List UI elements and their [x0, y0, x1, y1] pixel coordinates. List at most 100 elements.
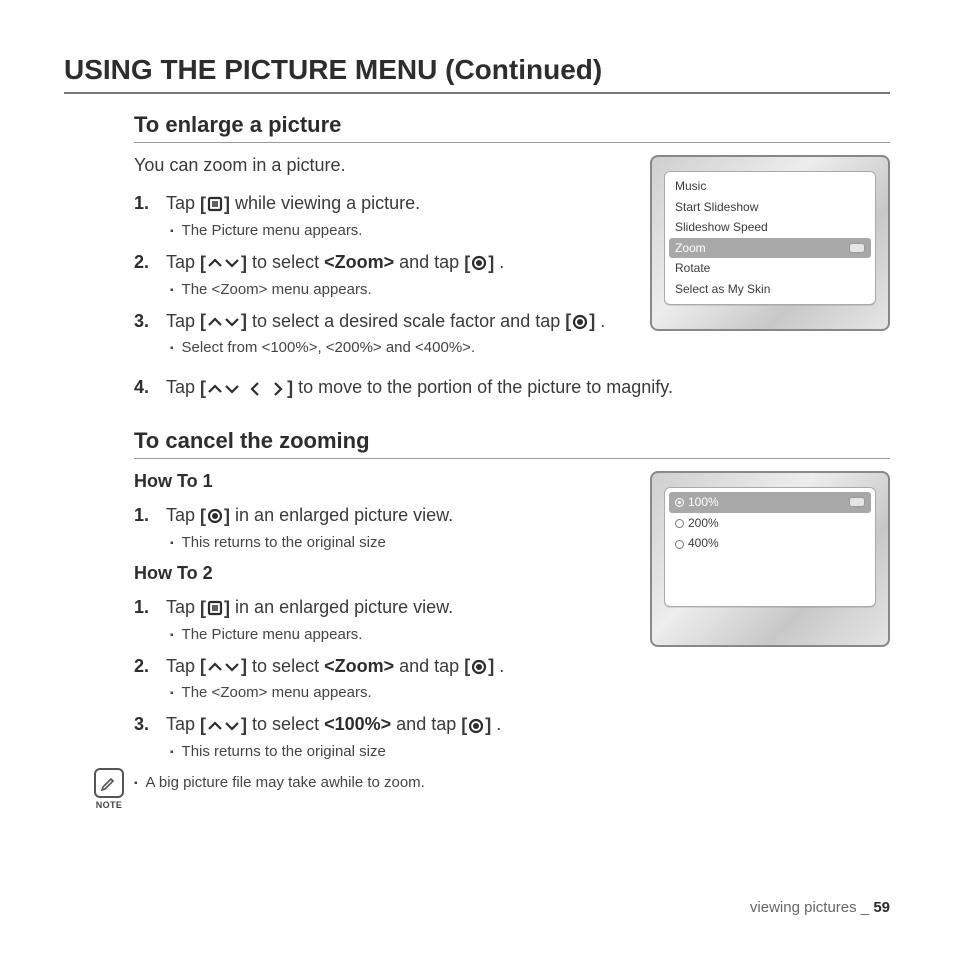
howto2-step-2-sub: The <Zoom> menu appears.	[170, 684, 890, 701]
page-title: USING THE PICTURE MENU (Continued)	[64, 54, 890, 94]
step-3-sub: Select from <100%>, <200%> and <400%>.	[170, 339, 634, 356]
step-text: Tap	[166, 311, 200, 331]
step-text: Tap	[166, 714, 200, 734]
option-label: 200%	[688, 516, 719, 530]
howto2-step-1: 1. Tap [] in an enlarged picture view.	[134, 594, 634, 622]
device-screenshot-zoom-menu: Music Start Slideshow Slideshow Speed Zo…	[650, 155, 890, 331]
sub-text: The Picture menu appears.	[182, 222, 363, 239]
step-text: .	[499, 656, 504, 676]
step-bold: <Zoom>	[324, 656, 394, 676]
zoom-options-box: 100% 200% 400%	[664, 487, 876, 607]
step-text: .	[496, 714, 501, 734]
select-button-icon: []	[200, 503, 230, 530]
device-screenshot-zoom-options: 100% 200% 400%	[650, 471, 890, 647]
step-1-sub: The Picture menu appears.	[170, 222, 634, 239]
step-number: 4.	[134, 374, 156, 401]
step-4: 4. Tap [ ] to move to the portion of the…	[134, 374, 890, 402]
up-down-icon: []	[200, 250, 247, 277]
menu-item-zoom-selected: Zoom	[669, 238, 871, 259]
step-number: 3.	[134, 308, 156, 335]
step-text: and tap	[396, 714, 461, 734]
step-text: in an enlarged picture view.	[235, 597, 453, 617]
step-2: 2. Tap [] to select <Zoom> and tap [] .	[134, 249, 634, 277]
up-down-icon: []	[200, 653, 247, 680]
select-button-icon: []	[565, 308, 595, 335]
step-text: Tap	[166, 193, 200, 213]
step-number: 1.	[134, 594, 156, 621]
pencil-icon	[99, 773, 119, 793]
step-number: 2.	[134, 249, 156, 276]
step-text: to select a desired scale factor and tap	[252, 311, 565, 331]
step-text: Tap	[166, 656, 200, 676]
step-text: while viewing a picture.	[235, 193, 420, 213]
step-number: 1.	[134, 502, 156, 529]
howto2-step-3-sub: This returns to the original size	[170, 743, 890, 760]
radio-off-icon	[675, 519, 684, 528]
option-label: 100%	[688, 495, 719, 509]
picture-menu-box: Music Start Slideshow Slideshow Speed Zo…	[664, 171, 876, 305]
step-text: Tap	[166, 505, 200, 525]
step-text: to select	[252, 252, 324, 272]
step-text: Tap	[166, 252, 200, 272]
zoom-option-100-selected: 100%	[669, 492, 871, 513]
howto1-step-1-sub: This returns to the original size	[170, 534, 634, 551]
zoom-option-400: 400%	[665, 533, 875, 554]
radio-on-icon	[675, 498, 684, 507]
sub-text: The <Zoom> menu appears.	[182, 281, 372, 298]
menu-button-icon: []	[200, 595, 230, 622]
step-number: 3.	[134, 711, 156, 738]
menu-item-select-skin: Select as My Skin	[665, 279, 875, 300]
menu-item-slideshow-speed: Slideshow Speed	[665, 217, 875, 238]
step-text: .	[600, 311, 605, 331]
section-cancel-heading: To cancel the zooming	[134, 428, 890, 459]
select-button-icon: []	[461, 712, 491, 739]
step-3: 3. Tap [] to select a desired scale fact…	[134, 308, 634, 336]
step-number: 2.	[134, 653, 156, 680]
note-text: A big picture file may take awhile to zo…	[146, 774, 425, 791]
note-text-row: A big picture file may take awhile to zo…	[134, 774, 425, 791]
select-button-icon: []	[464, 250, 494, 277]
sub-text: This returns to the original size	[182, 534, 386, 551]
step-text: Tap	[166, 377, 200, 397]
howto2-step-2: 2. Tap [] to select <Zoom> and tap [] .	[134, 653, 634, 681]
step-bold: <Zoom>	[324, 252, 394, 272]
menu-item-music: Music	[665, 176, 875, 197]
step-text: .	[499, 252, 504, 272]
option-label: 400%	[688, 536, 719, 550]
radio-off-icon	[675, 540, 684, 549]
menu-button-icon: []	[200, 191, 230, 218]
note-label: NOTE	[94, 800, 124, 810]
step-text: to move to the portion of the picture to…	[298, 377, 673, 397]
step-text: to select	[252, 714, 324, 734]
sub-text: This returns to the original size	[182, 743, 386, 760]
section-enlarge-heading: To enlarge a picture	[134, 112, 890, 143]
menu-item-rotate: Rotate	[665, 258, 875, 279]
step-text: and tap	[399, 252, 464, 272]
howto2-step-1-sub: The Picture menu appears.	[170, 626, 634, 643]
page-number: 59	[873, 899, 890, 916]
zoom-option-200: 200%	[665, 513, 875, 534]
up-down-icon: []	[200, 308, 247, 335]
footer-text: viewing pictures _	[750, 899, 873, 916]
step-text: to select	[252, 656, 324, 676]
up-down-icon: []	[200, 712, 247, 739]
step-number: 1.	[134, 190, 156, 217]
magnifier-icon	[849, 497, 865, 507]
select-button-icon: []	[464, 653, 494, 680]
sub-text: The <Zoom> menu appears.	[182, 684, 372, 701]
step-text: and tap	[399, 656, 464, 676]
page-footer: viewing pictures _ 59	[750, 899, 890, 916]
howto1-step-1: 1. Tap [] in an enlarged picture view.	[134, 502, 634, 530]
howto2-step-3: 3. Tap [] to select <100%> and tap [] .	[134, 711, 890, 739]
magnifier-icon	[849, 243, 865, 253]
menu-item-start-slideshow: Start Slideshow	[665, 197, 875, 218]
step-bold: <100%>	[324, 714, 391, 734]
menu-item-label: Zoom	[675, 241, 706, 255]
sub-text: Select from <100%>, <200%> and <400%>.	[182, 339, 476, 356]
step-2-sub: The <Zoom> menu appears.	[170, 281, 634, 298]
step-text: Tap	[166, 597, 200, 617]
step-text: in an enlarged picture view.	[235, 505, 453, 525]
sub-text: The Picture menu appears.	[182, 626, 363, 643]
four-way-icon: [ ]	[200, 375, 293, 402]
note-icon	[94, 768, 124, 798]
